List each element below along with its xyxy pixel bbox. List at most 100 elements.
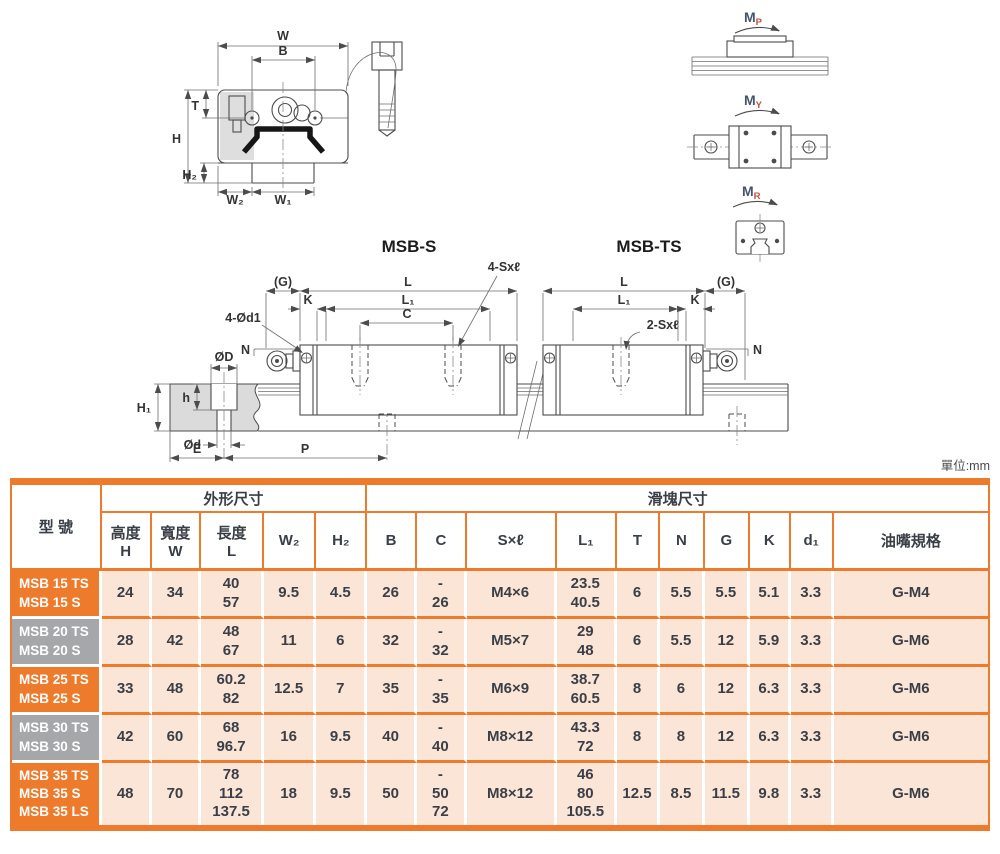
cell-k: 5.1 [749,571,791,619]
header-col-h2: H₂ [316,513,368,571]
callout-4sxl: 4-Sxℓ [488,260,521,274]
cell-n: 5.5 [659,571,705,619]
cell-w: 60 [151,715,202,763]
cell-b: 50 [367,763,417,825]
cell-w: 48 [151,667,202,715]
spec-row-msb-20: MSB 20 TS MSB 20 S 28 42 48 67 11 6 32 -… [12,619,988,667]
dim-label-l1-ts: L₁ [618,293,631,307]
unit-label: 單位:mm [941,458,990,473]
cell-k: 6.3 [749,667,791,715]
cell-c: - 40 [416,715,467,763]
cell-l: 78 112 137.5 [201,763,264,825]
table-bottom-bar [10,825,990,831]
dim-label-od: ØD [215,350,234,364]
cell-t: 12.5 [617,763,660,825]
moment-my-sub: Y [756,100,763,111]
title-msb-s: MSB-S [382,237,437,256]
cell-c: - 32 [416,619,467,667]
model-cell: MSB 25 TS MSB 25 S [12,667,102,715]
dim-label-h: H [172,132,181,146]
dim-label-k-ts: K [690,293,699,307]
cell-h: 42 [101,715,152,763]
dim-label-h2: H₂ [182,168,197,182]
dim-label-l1-s: L₁ [402,293,415,307]
msb-ts-block: N [542,337,762,416]
cell-w2: 18 [263,763,317,825]
header-col-g: G [704,513,750,571]
header-col-height-h: 高度 H [101,513,152,571]
cell-b: 35 [367,667,417,715]
model-cell: MSB 20 TS MSB 20 S [12,619,102,667]
cell-t: 6 [617,571,660,619]
cell-d1: 3.3 [790,763,834,825]
cell-grease: G-M6 [833,619,988,667]
dim-label-b: B [278,44,287,58]
cell-b: 40 [367,715,417,763]
cell-k: 5.9 [749,619,791,667]
dim-label-k-s: K [303,293,312,307]
dim-label-l-s: L [404,275,412,289]
cell-k: 9.8 [749,763,791,825]
cell-l1: 38.7 60.5 [556,667,618,715]
cell-sxl: M5×7 [466,619,557,667]
dim-label-w: W [277,29,289,43]
moment-mp-sub: P [756,17,763,28]
cell-b: 32 [367,619,417,667]
cell-grease: G-M6 [833,667,988,715]
spec-row-msb-30: MSB 30 TS MSB 30 S 42 60 68 96.7 16 9.5 … [12,715,988,763]
callout-4od1: 4-Ød1 [225,311,260,325]
header-col-l1: L₁ [556,513,618,571]
cell-d1: 3.3 [790,571,834,619]
dim-label-w1: W₁ [275,193,292,207]
header-col-c: C [416,513,467,571]
cell-w: 42 [151,619,202,667]
spec-table: 型 號 外形尺寸 滑塊尺寸 高度 H 寬度 W 長度 L W₂ H₂ B C S… [10,485,990,825]
dim-label-g-ts: (G) [717,275,735,289]
cell-h: 48 [101,763,152,825]
header-col-t: T [617,513,660,571]
cell-h2: 7 [316,667,368,715]
cell-sxl: M6×9 [466,667,557,715]
cell-l1: 46 80 105.5 [556,763,618,825]
cell-l: 68 96.7 [201,715,264,763]
svg-text:MY: MY [744,92,763,111]
header-col-sxl: S×ℓ [466,513,557,571]
svg-text:MP: MP [744,9,763,28]
callout-2sxl: 2-Sxℓ [647,318,680,332]
cell-h: 28 [101,619,152,667]
cell-b: 26 [367,571,417,619]
cell-l1: 23.5 40.5 [556,571,618,619]
model-cell: MSB 15 TS MSB 15 S [12,571,102,619]
cell-sxl: M8×12 [466,763,557,825]
cell-n: 8.5 [659,763,705,825]
header-col-width-w: 寬度 W [151,513,202,571]
header-col-w2: W₂ [263,513,317,571]
moment-mr-label: M [742,183,754,199]
model-cell: MSB 35 TS MSB 35 S MSB 35 LS [12,763,102,825]
moment-mp-label: M [744,9,756,25]
cell-w2: 12.5 [263,667,317,715]
svg-text:MR: MR [742,183,761,202]
moment-mr-sub: R [754,191,761,202]
cell-t: 8 [617,715,660,763]
cell-k: 6.3 [749,715,791,763]
cell-d1: 3.3 [790,715,834,763]
cell-w2: 11 [263,619,317,667]
title-msb-ts: MSB-TS [616,237,681,256]
cell-l: 60.2 82 [201,667,264,715]
dim-label-l-ts: L [620,275,628,289]
dim-label-c-s: C [402,307,411,321]
dim-label-n-s: N [241,343,250,357]
cell-n: 8 [659,715,705,763]
cell-w: 34 [151,571,202,619]
moment-yaw: MY [687,92,833,169]
moment-pitch: MP [691,9,829,76]
cell-g: 12 [704,667,750,715]
dim-label-h1: H₁ [137,401,151,415]
cell-w2: 9.5 [263,571,317,619]
cell-n: 6 [659,667,705,715]
cell-c: - 35 [416,667,467,715]
side-view-drawing: MSB-S MSB-TS ØD h H [137,237,789,462]
header-col-n: N [659,513,705,571]
